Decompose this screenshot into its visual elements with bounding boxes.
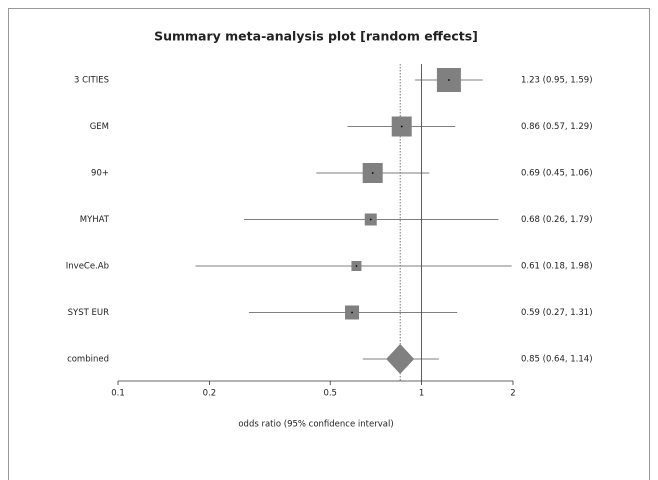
study-label: MYHAT [80, 215, 110, 225]
value-label: 1.23 (0.95, 1.59) [521, 76, 593, 86]
value-label: 0.68 (0.26, 1.79) [521, 215, 593, 225]
value-label: 0.86 (0.57, 1.29) [521, 122, 593, 132]
frame [8, 8, 650, 480]
chart-title: Summary meta-analysis plot [random effec… [154, 29, 478, 44]
x-axis-label: odds ratio (95% confidence interval) [238, 420, 393, 430]
x-tick-label: 2 [510, 389, 515, 399]
estimate-point [448, 79, 450, 81]
study-label: SYST EUR [68, 308, 109, 318]
study-label: 90+ [91, 169, 109, 179]
estimate-point [371, 172, 374, 174]
summary-label: combined [67, 355, 109, 365]
summary-diamond [386, 344, 415, 374]
x-tick-label: 0.2 [203, 389, 217, 399]
x-tick-label: 1 [419, 389, 424, 399]
x-tick-label: 0.1 [111, 389, 125, 399]
value-label: 0.61 (0.18, 1.98) [521, 262, 593, 272]
study-label: 3 CITIES [74, 76, 109, 86]
value-label: 0.69 (0.45, 1.06) [521, 169, 593, 179]
value-label: 0.59 (0.27, 1.31) [521, 308, 593, 318]
estimate-point [400, 125, 403, 128]
estimate-point [369, 218, 372, 221]
study-label: GEM [90, 122, 109, 132]
summary-value-label: 0.85 (0.64, 1.14) [521, 355, 593, 365]
estimate-point [351, 311, 353, 314]
x-tick-label: 0.5 [323, 389, 337, 399]
estimate-point [355, 265, 358, 267]
study-label: InveCe.Ab [66, 262, 109, 272]
